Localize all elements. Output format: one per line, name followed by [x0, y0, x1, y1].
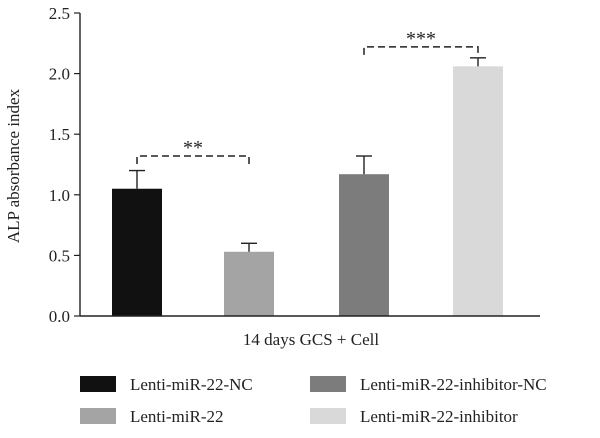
bar-2 — [224, 251, 274, 316]
error-bar-3 — [356, 155, 372, 175]
y-axis-label: ALP absorbance index — [4, 88, 23, 243]
legend-swatch — [80, 408, 116, 424]
y-tick-label: 0.0 — [49, 307, 70, 326]
legend-item-4: Lenti-miR-22-inhibitor — [310, 407, 518, 426]
legend-swatch — [310, 408, 346, 424]
legend: Lenti-miR-22-NC Lenti-miR-22 Lenti-miR-22-… — [80, 375, 547, 426]
legend-item-1: Lenti-miR-22-NC — [80, 375, 253, 394]
bar-1 — [112, 188, 162, 316]
legend-item-3: Lenti-miR-22-inhibitor-NC — [310, 375, 547, 394]
bar-3 — [339, 174, 389, 316]
legend-label: Lenti-miR-22 — [130, 407, 223, 426]
significance-bracket-2: *** — [363, 28, 479, 55]
y-tick-label: 2.5 — [49, 4, 70, 23]
legend-swatch — [310, 376, 346, 392]
significance-bracket-1: ** — [136, 137, 250, 165]
significance-label: *** — [406, 28, 436, 50]
y-tick-label: 0.5 — [49, 246, 70, 265]
bars — [112, 66, 503, 316]
legend-item-2: Lenti-miR-22 — [80, 407, 223, 426]
y-tick-label: 1.5 — [49, 125, 70, 144]
bar-4 — [453, 66, 503, 316]
y-tick-label: 1.0 — [49, 186, 70, 205]
legend-swatch — [80, 376, 116, 392]
significance-label: ** — [183, 137, 203, 159]
x-axis-label: 14 days GCS + Cell — [243, 330, 379, 349]
legend-label: Lenti-miR-22-NC — [130, 375, 253, 394]
error-bar-4 — [470, 57, 486, 67]
error-bars — [129, 57, 486, 252]
y-axis-ticks: 0.0 0.5 1.0 1.5 2.0 2.5 — [49, 4, 80, 326]
significance-annotations: ***** — [136, 28, 479, 165]
legend-label: Lenti-miR-22-inhibitor-NC — [360, 375, 547, 394]
error-bar-1 — [129, 169, 145, 189]
y-tick-label: 2.0 — [49, 65, 70, 84]
error-bar-2 — [241, 242, 257, 252]
legend-label: Lenti-miR-22-inhibitor — [360, 407, 518, 426]
